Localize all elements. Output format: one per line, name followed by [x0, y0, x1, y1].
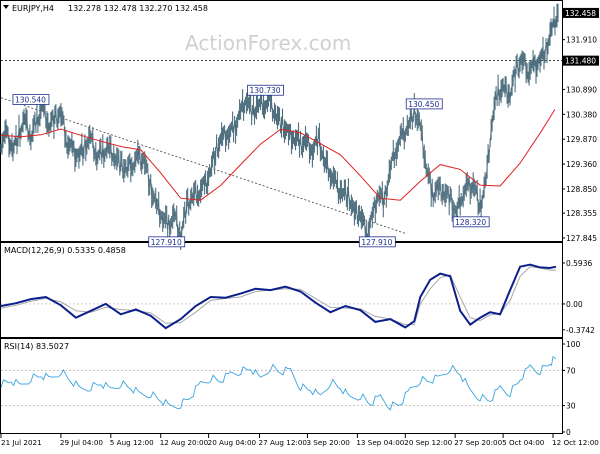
- x-axis-tick-label: 20 Sep 12:00: [404, 438, 452, 447]
- price-y-tick-label: 127.845: [566, 234, 597, 243]
- x-axis-tick-label: 27 Sep 20:00: [454, 438, 502, 447]
- axis-layer: 132.458 131.910 131.480 130.890 130.380 129.8…: [0, 7, 599, 447]
- price-y-tick-label: 128.355: [566, 209, 597, 218]
- price-annotation-box: [452, 216, 490, 228]
- price-annotation-label: 128.320: [455, 218, 486, 227]
- price-annotation-label: 130.730: [250, 86, 281, 95]
- price-y-tick-label: 132.458: [565, 9, 596, 18]
- x-axis-tick-label: 12 Aug 20:00: [160, 438, 209, 447]
- price-y-tick-label: 131.910: [566, 36, 597, 45]
- price-annotation-label: 130.540: [15, 96, 46, 105]
- x-axis-tick-label: 13 Sep 04:00: [356, 438, 404, 447]
- moving-average-line: [0, 109, 556, 201]
- trendline: [0, 97, 406, 234]
- price-annotation-box: [358, 236, 396, 248]
- macd-panel-frame: [0, 242, 563, 338]
- price-panel-frame: [0, 0, 563, 242]
- x-axis-tick-label: 12 Oct 12:00: [552, 438, 599, 447]
- price-y-tick-label: 129.360: [566, 160, 597, 169]
- x-axis-tick-label: 29 Jul 04:00: [60, 438, 104, 447]
- macd-title: MACD(12,26,9) 0.5335 0.4858: [4, 246, 126, 255]
- x-axis-tick-label: 27 Aug 12:00: [259, 438, 308, 447]
- symbol-label: EURJPY,H4: [12, 4, 54, 13]
- rsi-title: RSI(14) 83.5027: [4, 342, 69, 351]
- price-annotation-box: [405, 98, 443, 110]
- chart-header: EURJPY,H4 132.278 132.478 132.270 132.45…: [3, 4, 208, 13]
- rsi-panel-frame: [0, 338, 563, 434]
- dropdown-triangle-icon[interactable]: [3, 5, 9, 9]
- price-annotation-box: [247, 84, 284, 96]
- macd-y-tick-label: -0.3742: [566, 326, 595, 335]
- rsi-layer: [0, 355, 562, 411]
- macd-layer: [0, 263, 562, 330]
- quote-values: 132.278 132.478 132.270 132.458: [68, 4, 208, 13]
- price-layer: 130.540 127.910 130.730 127.910 130.450 128.3…: [0, 3, 562, 250]
- macd-main-line: [0, 263, 557, 330]
- x-axis-tick-label: 20 Aug 04:00: [208, 438, 257, 447]
- price-y-tick-label-bg: [563, 7, 599, 18]
- x-axis-tick-label: 21 Jul 2021: [1, 438, 42, 447]
- macd-signal-line: [0, 266, 556, 326]
- x-axis-tick-label: 5 Oct 04:00: [502, 438, 545, 447]
- price-annotation-box: [12, 94, 50, 105]
- x-axis-tick-label: 3 Sep 20:00: [306, 438, 350, 447]
- rsi-y-tick-label: 0: [566, 428, 571, 437]
- rsi-y-tick-label: 100: [566, 340, 581, 349]
- price-y-tick-label: 129.870: [566, 135, 597, 144]
- macd-y-tick-label: 0.00: [566, 300, 583, 309]
- macd-y-tick-label: 0.5936: [566, 259, 592, 268]
- price-y-tick-label: 131.480: [565, 57, 596, 66]
- price-y-tick-label-bg: [563, 55, 599, 66]
- price-y-tick-label: 128.850: [566, 185, 597, 194]
- rsi-y-tick-label: 70: [566, 366, 576, 375]
- price-annotation-label: 130.450: [408, 100, 439, 109]
- price-annotation-label: 127.910: [361, 238, 392, 247]
- price-y-tick-label: 130.890: [566, 85, 597, 94]
- watermark: ActionForex.com: [185, 31, 351, 55]
- price-line: [0, 12, 559, 241]
- price-annotation-label: 127.910: [151, 238, 182, 247]
- rsi-y-tick-label: 30: [566, 402, 576, 411]
- x-axis-tick-label: 5 Aug 12:00: [110, 438, 154, 447]
- price-y-tick-label: 130.380: [566, 110, 597, 119]
- price-annotation-box: [148, 236, 186, 248]
- rsi-line: [0, 355, 557, 411]
